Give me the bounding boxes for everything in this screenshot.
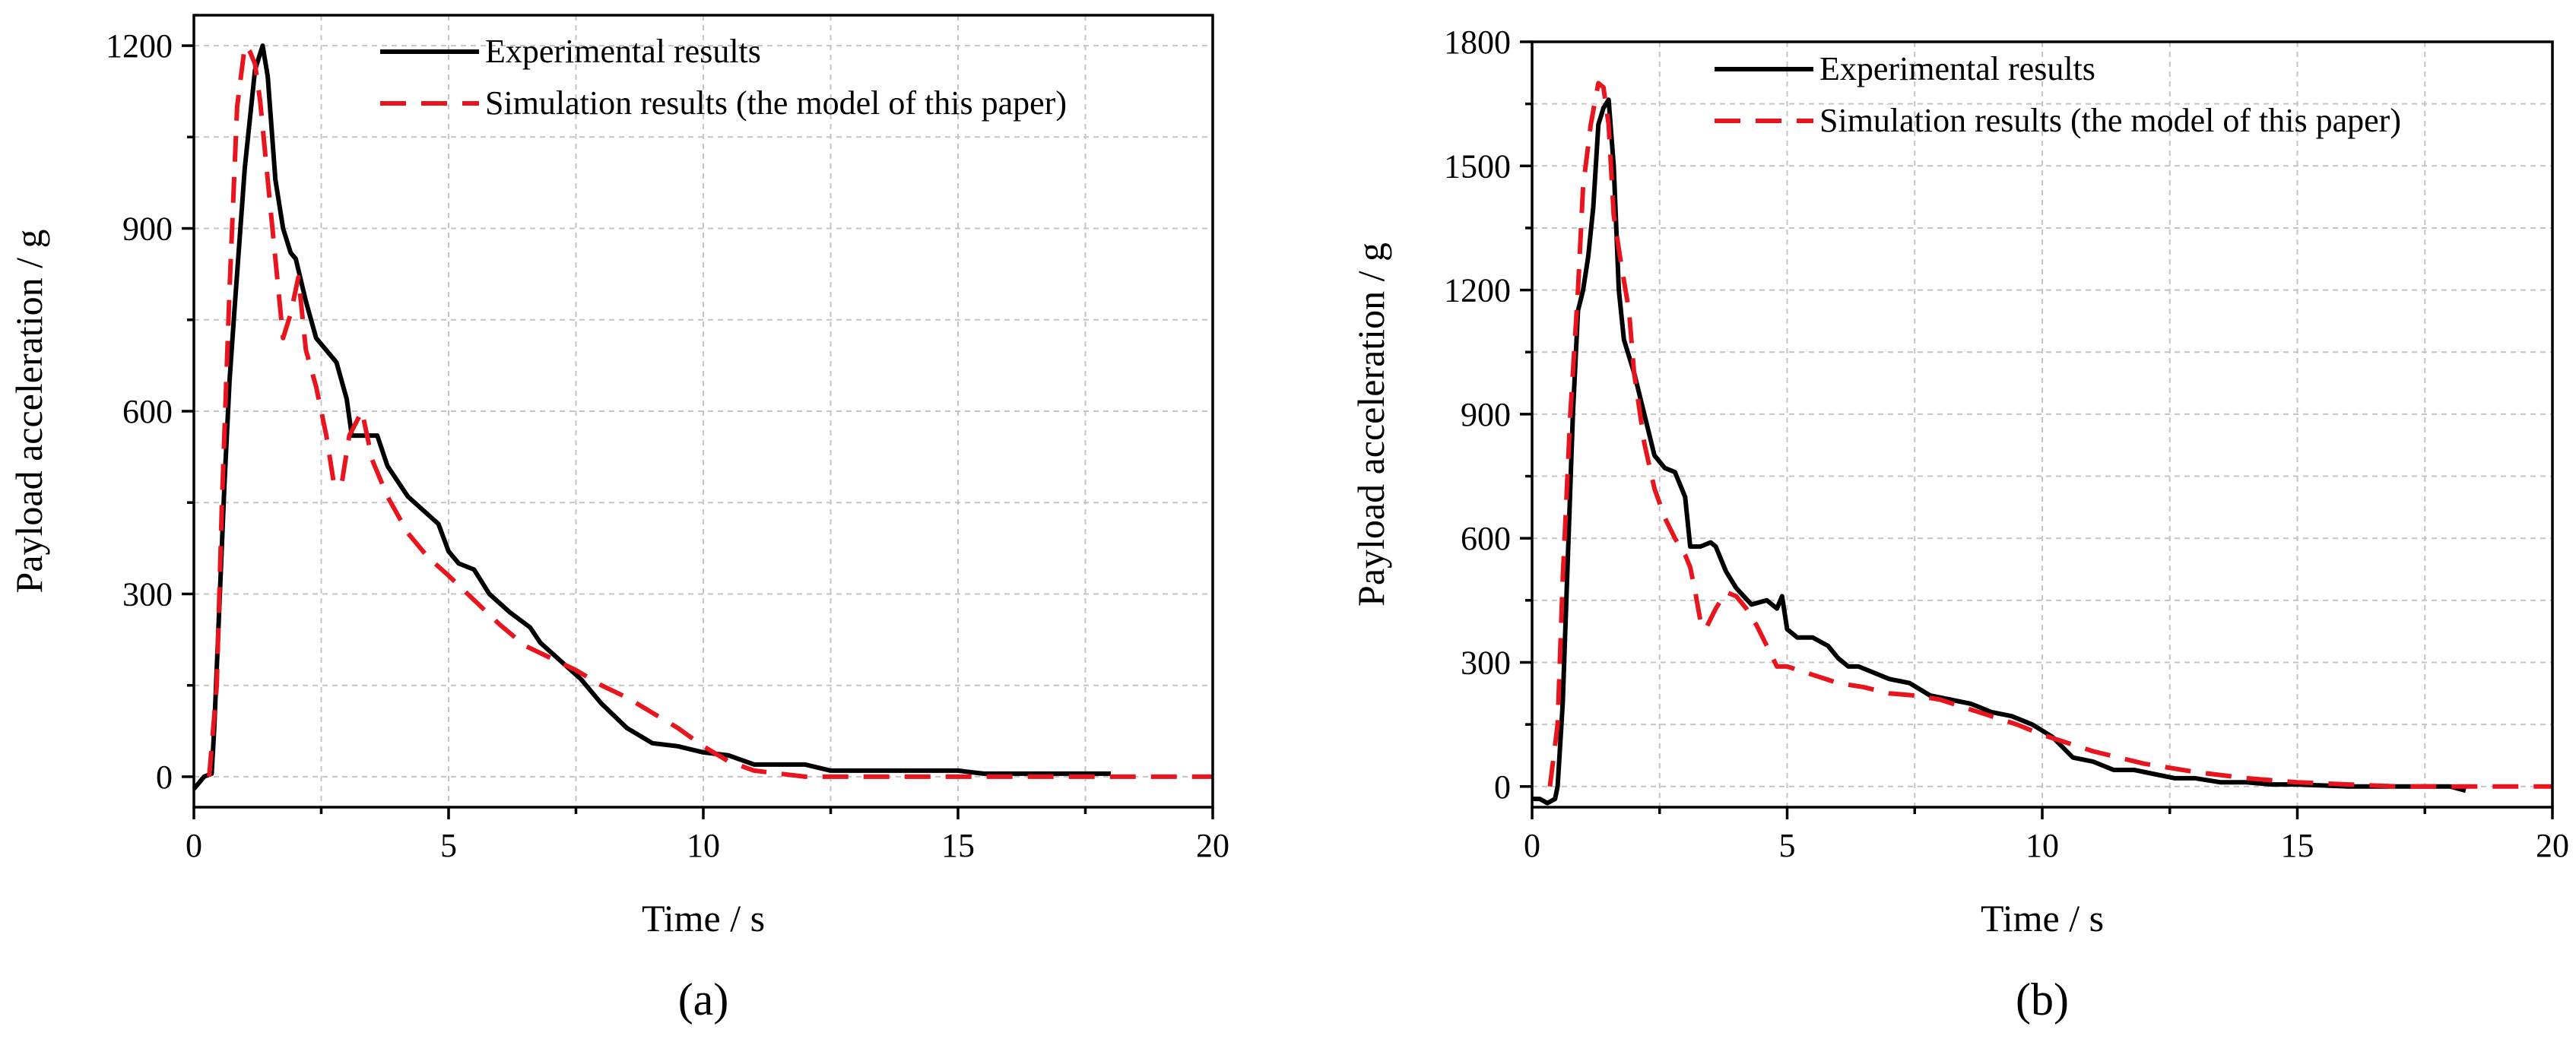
x-tick-label: 20 <box>1196 827 1229 864</box>
series-line-simulation <box>207 43 1213 779</box>
x-tick-label: 10 <box>2026 827 2059 864</box>
series-line-simulation <box>1547 81 2552 789</box>
y-tick-label: 300 <box>1461 644 1511 681</box>
legend-label: Simulation results (the model of this pa… <box>1819 102 2401 139</box>
panel-label: (b) <box>2016 974 2069 1025</box>
x-tick-label: 0 <box>1524 827 1540 864</box>
y-axis-label: Payload acceleration / g <box>8 230 50 594</box>
x-axis-label: Time / s <box>642 897 765 939</box>
x-tick-label: 0 <box>186 827 202 864</box>
y-tick-label: 0 <box>156 759 173 796</box>
x-axis-label: Time / s <box>1981 897 2104 939</box>
chart-panel-a: 0 5 10 15 20 0 300 600 900 1200 Time / s Payload ac… <box>8 14 1229 1025</box>
grid <box>194 15 1213 807</box>
y-tick-label: 900 <box>1461 396 1511 433</box>
y-tick-label: 1800 <box>1444 24 1511 61</box>
legend: Experimental results Simulation results (… <box>380 33 1067 122</box>
y-tick-label: 1200 <box>106 27 173 65</box>
x-tick-label: 20 <box>2536 827 2569 864</box>
legend: Experimental results Simulation results (… <box>1715 50 2401 139</box>
y-tick-label: 600 <box>1461 520 1511 557</box>
y-tick-label: 1200 <box>1444 272 1511 309</box>
y-tick-label: 300 <box>122 575 173 613</box>
y-tick-label: 1500 <box>1444 147 1511 185</box>
legend-label: Experimental results <box>485 33 761 70</box>
panel-label: (a) <box>678 974 729 1025</box>
y-tick-label: 900 <box>122 211 173 248</box>
y-tick-label: 600 <box>122 393 173 430</box>
x-tick-label: 5 <box>440 827 457 864</box>
x-tick-label: 15 <box>941 827 975 864</box>
legend-label: Simulation results (the model of this pa… <box>485 84 1067 122</box>
legend-label: Experimental results <box>1819 50 2095 87</box>
x-tick-label: 5 <box>1779 827 1796 864</box>
series-line-experimental <box>192 43 1111 790</box>
x-tick-label: 15 <box>2281 827 2314 864</box>
chart-panel-b: 0 5 10 15 20 0 300 600 900 1200 1500 1800 Time / s Pa… <box>1350 24 2569 1025</box>
grid <box>1532 42 2552 807</box>
x-tick-label: 10 <box>687 827 720 864</box>
y-axis-label: Payload acceleration / g <box>1350 242 1392 607</box>
y-tick-label: 0 <box>1494 768 1511 806</box>
series-line-experimental <box>1532 97 2467 806</box>
